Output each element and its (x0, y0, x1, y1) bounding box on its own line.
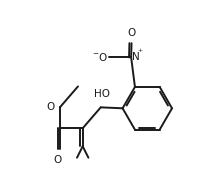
Text: O: O (127, 28, 136, 37)
Text: HO: HO (94, 89, 110, 99)
Text: $^{-}$O: $^{-}$O (92, 51, 108, 63)
Text: O: O (54, 155, 62, 165)
Text: N: N (132, 51, 140, 62)
Text: O: O (46, 102, 55, 112)
Text: $^{+}$: $^{+}$ (137, 48, 143, 57)
